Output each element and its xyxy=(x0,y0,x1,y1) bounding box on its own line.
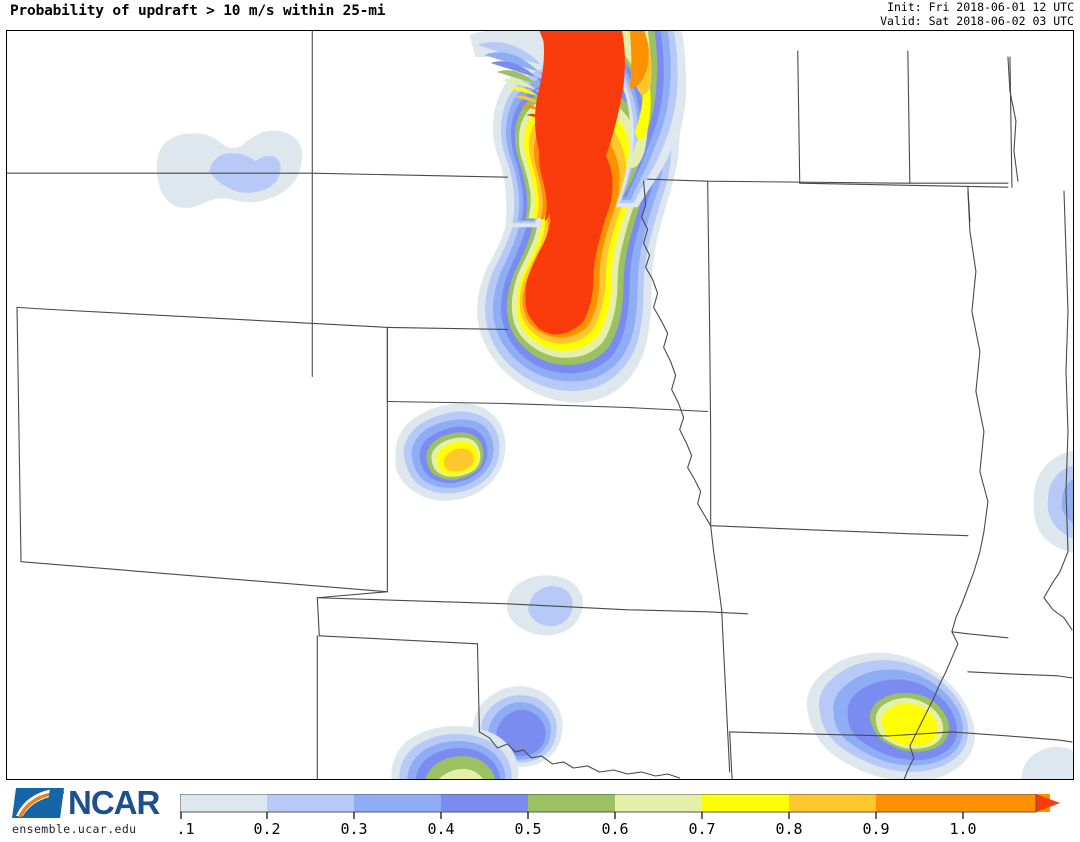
colorbar-tick-label: 0.5 xyxy=(514,820,541,838)
init-time-label: Init: Fri 2018-06-01 12 UTC xyxy=(887,0,1074,14)
page-title: Probability of updraft > 10 m/s within 2… xyxy=(10,3,386,19)
contour-tennessee-edge xyxy=(1021,746,1073,779)
colorbar-tick-label: 0.4 xyxy=(427,820,454,838)
contour-north-texas xyxy=(391,725,519,779)
contour-western-kansas xyxy=(395,403,506,501)
header-bar: Probability of updraft > 10 m/s within 2… xyxy=(0,0,1080,30)
ncar-logo-url: ensemble.ucar.edu xyxy=(12,822,137,836)
colorbar-tick-label: 0.2 xyxy=(253,820,280,838)
probability-map xyxy=(7,31,1073,779)
contour-dakota-nebraska-plume xyxy=(469,31,687,403)
ncar-logo-mark xyxy=(12,788,64,818)
colorbar-tick-label: 0.9 xyxy=(862,820,889,838)
colorbar-ticks xyxy=(180,812,964,819)
footer-bar: NCAR ensemble.ucar.edu xyxy=(0,782,1080,842)
colorbar-tick-labels: 0.1 0.2 0.3 0.4 0.5 0.6 0.7 0.8 0.9 1.0 xyxy=(180,820,977,838)
state-boundaries xyxy=(7,31,1073,779)
colorbar-tick-label: 0.3 xyxy=(340,820,367,838)
valid-time-label: Valid: Sat 2018-06-02 03 UTC xyxy=(880,13,1074,28)
colorbar-tick-label: 1.0 xyxy=(949,820,976,838)
contour-missouri-arkansas xyxy=(807,652,975,779)
colorbar-tick-label: 0.7 xyxy=(688,820,715,838)
colorbar-tick-label: 0.8 xyxy=(775,820,802,838)
colorbar-swatches xyxy=(180,794,1060,813)
colorbar[interactable]: 0.1 0.2 0.3 0.4 0.5 0.6 0.7 0.8 0.9 1.0 xyxy=(180,794,1060,838)
contour-montana-wyoming xyxy=(156,130,303,208)
ncar-logo-text: NCAR xyxy=(68,784,160,821)
ncar-logo[interactable]: NCAR ensemble.ucar.edu xyxy=(10,784,165,836)
colorbar-svg: 0.1 0.2 0.3 0.4 0.5 0.6 0.7 0.8 0.9 1.0 xyxy=(180,794,1060,838)
colorbar-tick-label: 0.6 xyxy=(601,820,628,838)
map-panel[interactable] xyxy=(6,30,1074,780)
colorbar-tick-label: 0.1 xyxy=(180,820,195,838)
forecast-timestamps: Init: Fri 2018-06-01 12 UTC Valid: Sat 20… xyxy=(880,0,1074,28)
